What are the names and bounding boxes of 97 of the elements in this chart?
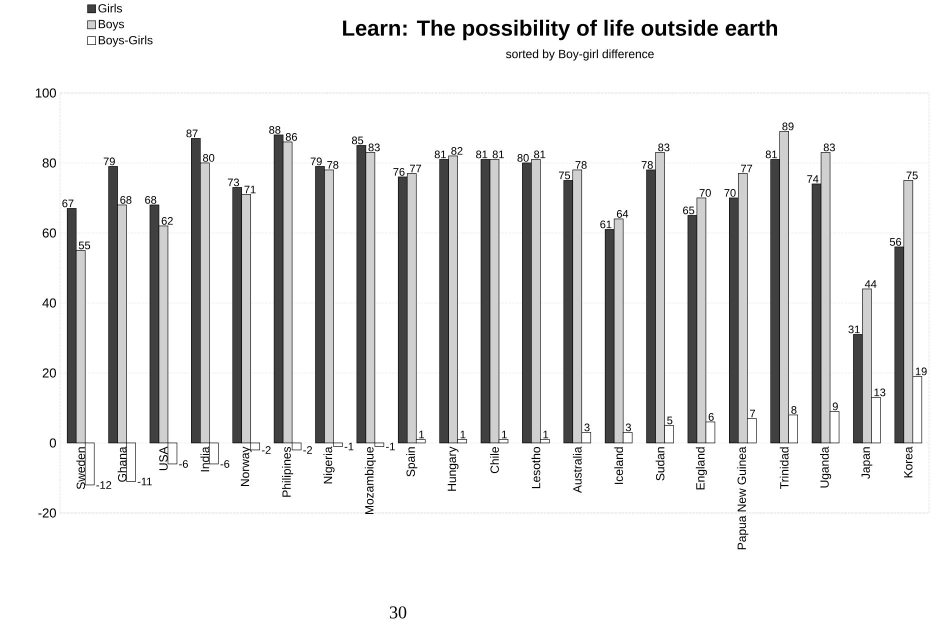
data-label: 87 — [186, 130, 198, 138]
x-tick-label: Papua New Guinea — [737, 446, 748, 550]
data-label: 81 — [534, 150, 546, 158]
data-label: 85 — [352, 136, 364, 144]
legend-label: Boys — [98, 20, 124, 31]
data-label: -6 — [179, 460, 188, 468]
data-label: 81 — [476, 150, 488, 158]
data-label: 73 — [228, 178, 240, 186]
x-tick-label: Sudan — [656, 447, 664, 481]
text: 30 — [390, 606, 406, 618]
data-label: 77 — [410, 164, 422, 172]
x-tick-label: England — [696, 447, 707, 490]
data-label: 79 — [310, 158, 322, 166]
data-label: 81 — [766, 150, 777, 158]
data-label: 79 — [104, 158, 115, 166]
y-tick-label: 20 — [42, 368, 56, 378]
data-label: 82 — [451, 147, 462, 155]
y-tick-label: -20 — [38, 508, 56, 518]
data-label: 74 — [807, 175, 819, 183]
data-label: -12 — [96, 481, 112, 489]
data-label: 78 — [642, 161, 653, 169]
data-label: 31 — [848, 326, 860, 334]
x-tick-label: Nigeria — [323, 446, 335, 484]
x-tick-label: Sweden — [76, 447, 86, 490]
x-tick-label: Australia — [572, 446, 582, 493]
data-label: -1 — [344, 442, 354, 450]
data-label: 78 — [576, 161, 587, 169]
data-label: 77 — [741, 164, 752, 172]
data-label: 68 — [120, 196, 132, 204]
data-label: -2 — [303, 446, 312, 454]
data-label: 6 — [708, 413, 714, 421]
data-label: 83 — [368, 144, 380, 152]
y-tick-label: 100 — [36, 88, 56, 98]
data-label: 67 — [62, 200, 74, 208]
data-label: 9 — [832, 402, 838, 410]
data-label: 65 — [683, 206, 694, 214]
data-label: 83 — [824, 144, 835, 152]
x-tick-label: Iceland — [614, 447, 624, 484]
x-tick-label: Lesotho — [532, 447, 540, 488]
x-tick-label: Japan — [862, 447, 872, 479]
data-label: -11 — [138, 478, 152, 486]
data-label: 71 — [244, 186, 256, 194]
x-tick-label: USA — [159, 446, 168, 470]
data-label: 55 — [78, 242, 90, 250]
data-label: 75 — [906, 172, 918, 180]
x-tick-label: India — [200, 446, 210, 472]
x-tick-label: Philipines — [282, 446, 294, 497]
x-tick-label: Trinidad — [780, 447, 789, 489]
data-label: 13 — [874, 388, 886, 396]
x-tick-label: Chile — [490, 447, 499, 474]
data-label: 89 — [782, 122, 794, 130]
data-label: 88 — [269, 126, 280, 134]
data-label: 83 — [658, 144, 670, 152]
data-label: 86 — [286, 133, 298, 141]
data-label: 64 — [616, 210, 628, 218]
data-label: 78 — [327, 161, 338, 169]
data-label: 81 — [434, 150, 446, 158]
data-label: 1 — [502, 430, 507, 438]
data-label: 70 — [724, 189, 736, 197]
x-tick-label: Uganda — [820, 446, 832, 488]
data-label: 68 — [145, 196, 156, 204]
legend-label: Girls — [98, 4, 122, 13]
data-label: 1 — [460, 430, 466, 438]
y-tick-label: 0 — [50, 438, 56, 448]
x-tick-label: Hungary — [448, 446, 458, 491]
y-tick-label: 40 — [42, 298, 56, 308]
data-label: 80 — [517, 154, 529, 162]
x-tick-label: Ghana — [118, 446, 126, 482]
data-label: 75 — [558, 172, 570, 180]
legend-label: Boys-Girls — [98, 36, 153, 47]
data-label: 8 — [791, 406, 796, 414]
data-label: 70 — [700, 189, 711, 197]
data-label: 1 — [419, 430, 424, 438]
data-label: 5 — [667, 416, 672, 424]
data-label: 81 — [492, 150, 504, 158]
data-label: 80 — [203, 154, 214, 162]
data-label: 3 — [584, 424, 590, 432]
data-label: 62 — [162, 217, 173, 225]
data-label: -1 — [386, 442, 395, 450]
x-tick-label: Korea — [904, 446, 912, 478]
x-tick-label: Norway — [240, 446, 252, 486]
data-label: 44 — [864, 280, 876, 288]
data-label: 61 — [600, 220, 612, 228]
data-label: 56 — [890, 238, 902, 246]
x-tick-label: Spain — [406, 447, 418, 477]
data-label: 3 — [626, 424, 631, 432]
data-label: 7 — [750, 410, 756, 418]
data-label: 1 — [543, 430, 548, 438]
data-label: -6 — [220, 460, 230, 468]
x-tick-label: Mozambique — [364, 447, 376, 514]
data-label: 19 — [916, 368, 927, 376]
data-label: 76 — [393, 168, 405, 176]
chart-subtitle: sorted by Boy-girl difference — [506, 49, 654, 61]
y-tick-label: 80 — [42, 158, 56, 168]
y-tick-label: 60 — [42, 228, 56, 238]
data-label: -2 — [262, 446, 271, 454]
chart-title: Learn: The possibility of life outside earth — [343, 20, 778, 40]
